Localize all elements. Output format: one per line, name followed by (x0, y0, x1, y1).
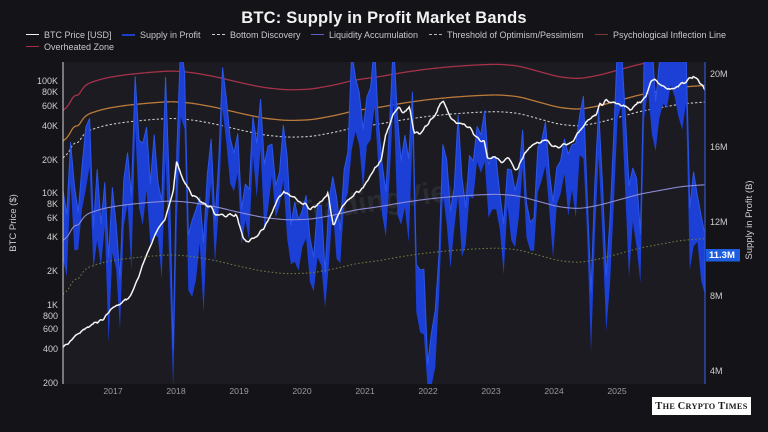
svg-text:1K: 1K (47, 300, 58, 310)
svg-text:2021: 2021 (355, 386, 374, 396)
svg-text:16M: 16M (710, 142, 728, 152)
svg-text:60K: 60K (42, 101, 58, 111)
svg-text:2024: 2024 (544, 386, 563, 396)
svg-text:6K: 6K (47, 213, 58, 223)
svg-text:2018: 2018 (166, 386, 185, 396)
svg-text:200: 200 (43, 378, 58, 388)
svg-text:Supply in Profit (B): Supply in Profit (B) (744, 180, 755, 259)
svg-text:8M: 8M (710, 291, 723, 301)
svg-text:2022: 2022 (418, 386, 437, 396)
svg-text:100K: 100K (37, 76, 58, 86)
svg-text:2020: 2020 (292, 386, 311, 396)
svg-text:20M: 20M (710, 69, 728, 79)
svg-text:2019: 2019 (229, 386, 248, 396)
svg-text:11.3M: 11.3M (709, 250, 735, 261)
svg-text:12M: 12M (710, 217, 728, 227)
svg-text:800: 800 (43, 311, 58, 321)
svg-text:10K: 10K (42, 188, 58, 198)
svg-text:20K: 20K (42, 155, 58, 165)
svg-text:400: 400 (43, 344, 58, 354)
svg-text:40K: 40K (42, 121, 58, 131)
svg-text:80K: 80K (42, 87, 58, 97)
svg-text:2023: 2023 (481, 386, 500, 396)
svg-text:2017: 2017 (103, 386, 122, 396)
svg-text:2K: 2K (47, 266, 58, 276)
svg-text:BTC Price ($): BTC Price ($) (8, 194, 19, 252)
svg-text:600: 600 (43, 324, 58, 334)
svg-text:2025: 2025 (607, 386, 626, 396)
svg-text:4M: 4M (710, 366, 723, 376)
svg-text:8K: 8K (47, 199, 58, 209)
svg-text:4K: 4K (47, 232, 58, 242)
